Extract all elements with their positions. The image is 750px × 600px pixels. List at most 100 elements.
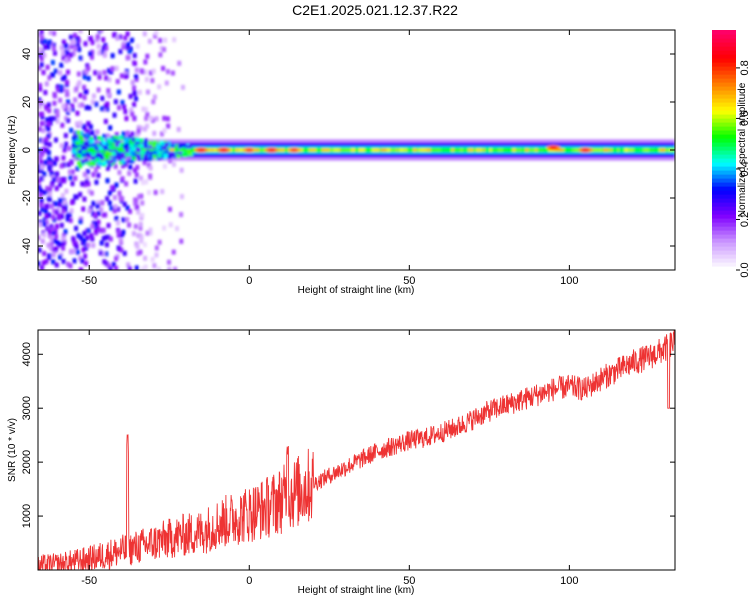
noise-cell (164, 80, 169, 86)
cluster-cell (101, 143, 106, 148)
cluster-cell (163, 153, 168, 158)
cluster-cell (165, 142, 170, 147)
cluster-cell (120, 152, 125, 157)
noise-cell (48, 116, 53, 122)
noise-cell (141, 180, 146, 186)
noise-cell (61, 258, 66, 264)
noise-cell (68, 34, 73, 40)
colorbar-segment (712, 174, 736, 179)
cluster-cell (75, 141, 80, 146)
noise-cell (98, 250, 103, 256)
cluster-cell (143, 154, 148, 159)
noise-cell (63, 229, 68, 235)
colorbar-segment (712, 146, 736, 151)
noise-cell (96, 87, 101, 93)
noise-cell (38, 187, 43, 193)
noise-cell (66, 45, 71, 51)
noise-cell (95, 129, 100, 135)
noise-cell (142, 31, 147, 37)
noise-cell (52, 201, 57, 207)
noise-cell (86, 121, 91, 127)
noise-cell (91, 211, 96, 217)
noise-cell (99, 30, 104, 33)
noise-cell (39, 164, 44, 170)
noise-cell (53, 137, 58, 143)
noise-cell (62, 199, 67, 205)
carrier-core (491, 148, 498, 152)
cluster-cell (91, 161, 96, 166)
noise-cell (61, 245, 66, 251)
carrier-core (476, 148, 483, 152)
cluster-cell (87, 131, 92, 136)
cluster-cell (182, 142, 187, 147)
cluster-cell (171, 152, 176, 157)
cluster-cell (120, 144, 125, 149)
noise-cell (115, 79, 120, 85)
noise-cell (38, 86, 43, 92)
noise-cell (134, 172, 139, 178)
noise-cell (38, 247, 42, 253)
noise-cell (68, 175, 73, 181)
noise-cell (60, 193, 65, 199)
colorbar-segment (712, 254, 736, 259)
noise-cell (54, 246, 59, 252)
cluster-cell (136, 154, 141, 159)
noise-cell (137, 125, 142, 131)
noise-cell (55, 118, 60, 124)
carrier-core (309, 148, 316, 152)
noise-cell (91, 200, 96, 206)
noise-cell (175, 226, 180, 232)
cluster-cell (118, 135, 123, 140)
noise-cell (162, 163, 167, 169)
cluster-cell (95, 157, 100, 162)
noise-cell (101, 227, 106, 233)
cluster-cell (151, 143, 156, 148)
noise-cell (110, 53, 115, 59)
noise-cell (39, 37, 44, 43)
noise-cell (132, 61, 137, 67)
colorbar-segment (712, 82, 736, 87)
noise-cell (75, 110, 80, 116)
noise-cell (120, 163, 125, 169)
noise-cell (114, 216, 119, 222)
noise-cell (61, 162, 66, 168)
noise-cell (102, 69, 107, 75)
noise-cell (52, 100, 57, 106)
cluster-cell (84, 133, 89, 138)
noise-cell (139, 175, 144, 181)
noise-cell (86, 65, 91, 71)
noise-cell (42, 232, 47, 238)
noise-cell (99, 207, 104, 213)
noise-cell (125, 205, 130, 211)
noise-cell (133, 200, 138, 206)
noise-cell (101, 212, 106, 218)
carrier-core (189, 148, 196, 152)
noise-cell (159, 131, 164, 137)
noise-cell (52, 160, 57, 166)
cluster-cell (74, 130, 79, 135)
carrier-core (303, 148, 310, 152)
noise-cell (127, 222, 132, 228)
colorbar-segment (712, 86, 736, 91)
noise-cell (133, 223, 138, 229)
noise-cell (56, 87, 61, 93)
noise-cell (54, 185, 59, 191)
noise-cell (121, 229, 126, 235)
noise-cell (172, 37, 177, 43)
spectral-peak-core (290, 148, 299, 152)
noise-cell (59, 222, 64, 228)
noise-cell (49, 245, 54, 251)
noise-cell (73, 32, 78, 38)
noise-cell (42, 44, 47, 50)
cluster-cell (91, 152, 96, 157)
noise-cell (86, 227, 91, 233)
noise-cell (117, 170, 122, 176)
noise-cell (101, 37, 106, 43)
noise-cell (120, 176, 125, 182)
noise-cell (59, 62, 64, 68)
noise-cell (100, 200, 105, 206)
cluster-cell (78, 164, 83, 169)
noise-cell (40, 114, 45, 120)
carrier-core (239, 148, 246, 152)
noise-cell (56, 240, 61, 246)
